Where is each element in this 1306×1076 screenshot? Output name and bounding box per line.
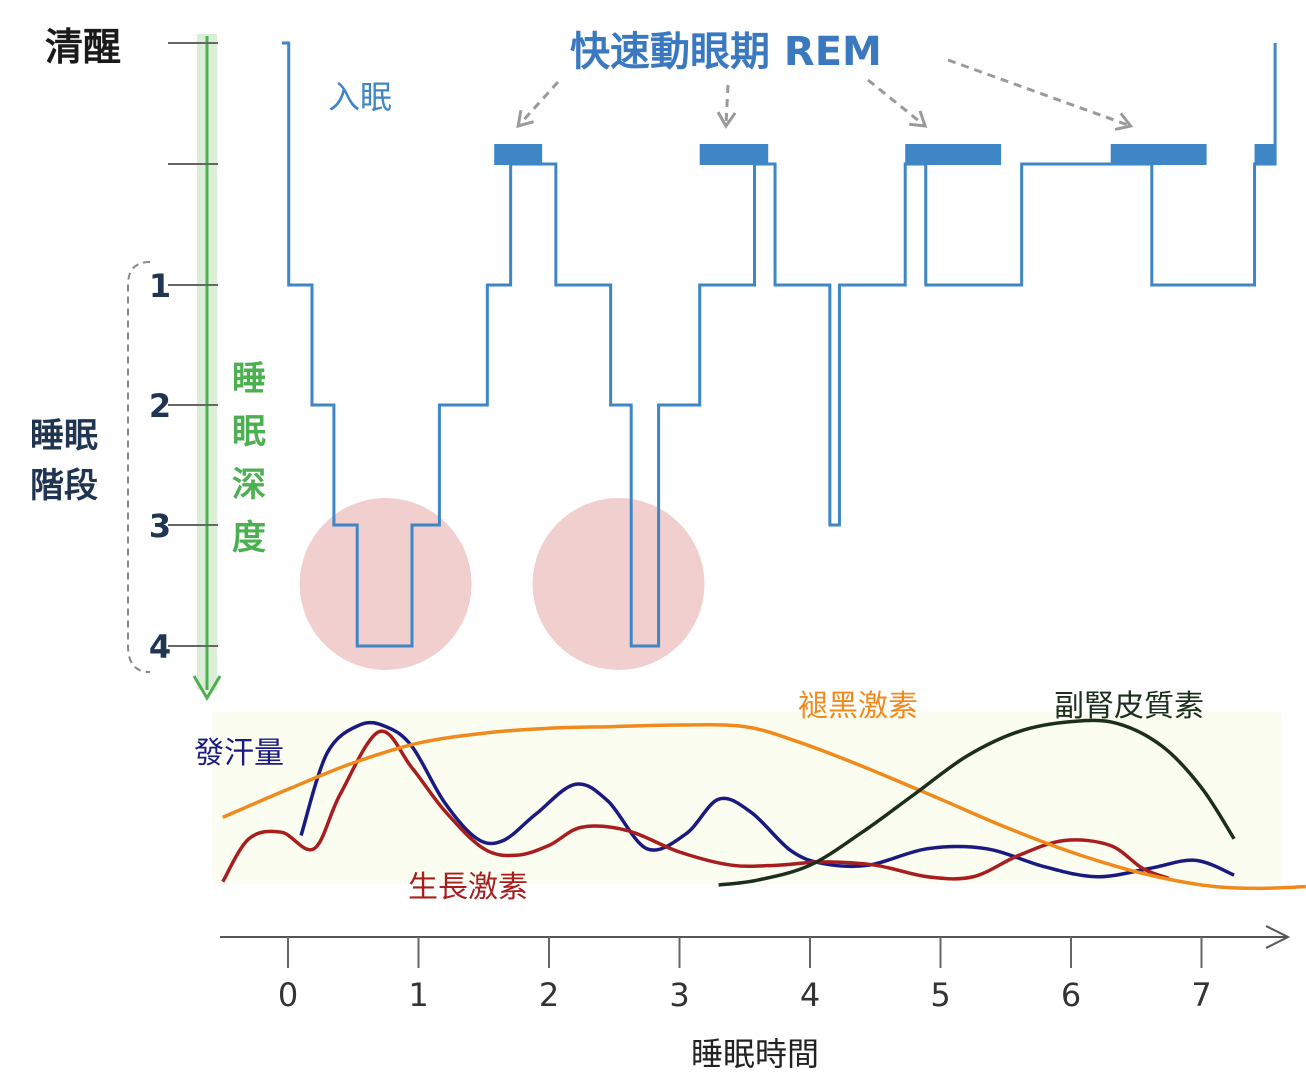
stage-bracket [127,261,151,673]
rem-arrow-line-2 [724,84,730,127]
stage-tick-label-2: 2 [149,387,171,425]
rem-arrow-line-4 [947,58,1132,128]
rem-arrow-head-1 [516,109,534,129]
x-tick-label-6: 6 [1061,976,1081,1014]
rem-arrows [516,58,1134,131]
stage-tick-label-4: 4 [149,628,171,666]
stage-tick-label-3: 3 [149,507,171,545]
rem-title: 快速動眼期 REM [570,29,882,75]
hormone-curves [221,718,1306,891]
stage-ticks: 1 2 3 4 [149,42,218,666]
awake-label: 清醒 [45,25,121,69]
deep-sleep-highlights [299,498,705,670]
x-tick-label-3: 3 [669,976,689,1014]
stage-axis-label-line2: 階段 [30,466,98,506]
rem-bars [494,144,1276,165]
x-tick-label-2: 2 [539,976,559,1014]
sleep-onset-label: 入眠 [328,78,392,116]
x-tick-label-1: 1 [408,976,428,1014]
hypnogram-line [281,41,1277,648]
series-label-melatonin: 褪黑激素 [798,689,918,724]
rem-bar-2 [699,144,769,165]
rem-arrow-line-1 [517,80,560,128]
series-label-sweat: 發汗量 [194,736,284,771]
stage-axis-label-line1: 睡眠 [30,416,98,456]
rem-bar-1 [494,144,543,165]
time-axis: 0 1 2 3 4 5 6 7 [220,925,1291,1014]
deep-sleep-circle-1 [299,498,472,670]
series-label-growth-hormone: 生長激素 [408,870,528,905]
depth-label-char-1: 睡 [232,359,266,399]
hormone-background-band [212,712,1282,884]
depth-label-char-3: 深 [232,465,266,505]
curve-cortisol [718,718,1236,887]
rem-arrow-head-2 [716,111,737,129]
depth-label-char-4: 度 [232,518,266,558]
x-tick-label-7: 7 [1191,976,1211,1014]
rem-bar-4 [1110,144,1207,165]
x-tick-label-4: 4 [800,976,820,1014]
rem-arrow-head-4 [1114,112,1134,131]
x-axis-title: 睡眠時間 [691,1035,819,1072]
depth-label-char-2: 眠 [232,412,266,452]
series-label-cortisol: 副腎皮質素 [1054,689,1204,724]
rem-bar-3 [905,144,1002,165]
deep-sleep-circle-2 [532,498,705,670]
x-tick-label-5: 5 [930,976,950,1014]
x-tick-label-0: 0 [278,976,298,1014]
stage-tick-label-1: 1 [149,267,171,305]
curve-melatonin [222,722,1306,891]
depth-arrow-head [192,675,222,701]
curve-growth-hormone [221,729,1170,883]
hypnogram-chart: 1 2 3 4 清醒 入眠 快速動眼期 REM 睡眠 階段 睡 眠 深 度 [30,25,1277,701]
rem-bar-5 [1254,144,1276,165]
x-axis-arrowhead [1265,925,1291,949]
rem-arrow-head-3 [909,110,928,128]
rem-arrow-line-3 [867,78,927,128]
